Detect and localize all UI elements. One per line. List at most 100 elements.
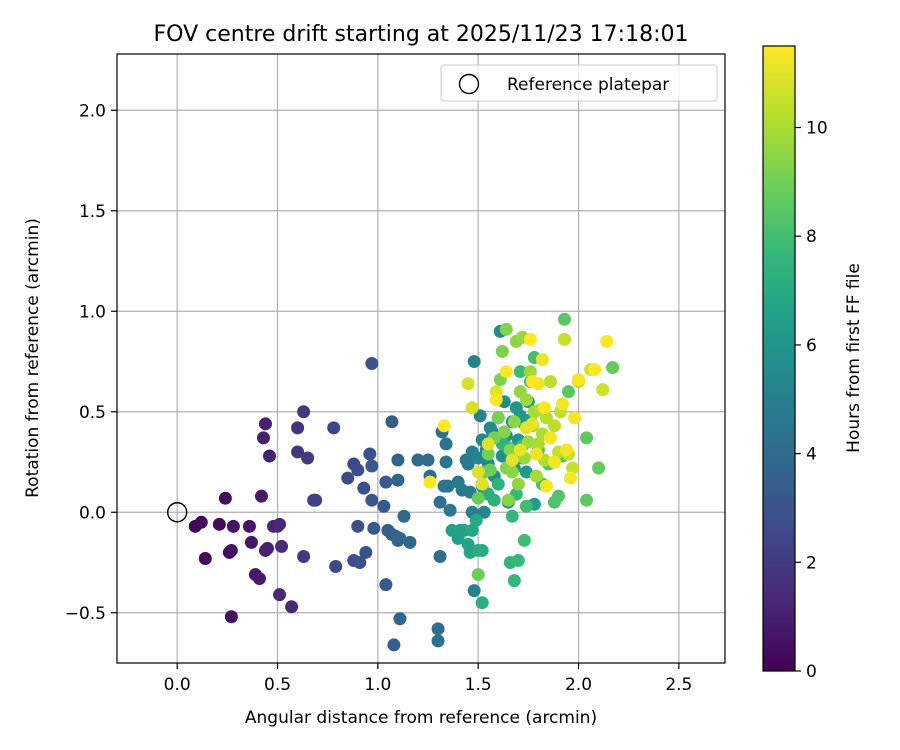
data-point <box>547 455 561 469</box>
reference-point <box>166 502 188 523</box>
plot-frame <box>116 53 726 664</box>
data-point <box>507 574 521 588</box>
data-point <box>198 551 212 565</box>
data-point <box>421 453 435 467</box>
data-point <box>511 477 525 491</box>
data-point <box>365 357 379 371</box>
data-point <box>433 495 447 509</box>
data-point <box>379 475 393 489</box>
data-point <box>411 453 425 467</box>
data-point <box>258 417 272 431</box>
data-point <box>519 499 533 513</box>
x-tick-label: 2.0 <box>565 675 592 695</box>
data-point <box>461 457 475 471</box>
data-point <box>437 419 451 433</box>
data-point <box>491 477 505 491</box>
y-axis-label: Rotation from reference (arcmin) <box>23 218 43 498</box>
data-point <box>443 503 457 517</box>
data-point <box>543 375 557 389</box>
data-point <box>606 361 620 375</box>
data-point <box>499 322 513 336</box>
data-point <box>521 435 535 449</box>
data-point <box>367 521 381 535</box>
data-point <box>431 622 445 636</box>
data-point <box>519 465 533 479</box>
data-point <box>503 443 517 457</box>
data-point <box>505 453 519 467</box>
colorbar-label: Hours from first FF file <box>844 263 864 453</box>
data-point <box>588 363 602 377</box>
colorbar-tick-label: 0 <box>806 662 817 682</box>
data-point <box>297 405 311 419</box>
data-point <box>481 437 495 451</box>
data-point <box>529 469 543 483</box>
data-point <box>475 543 489 557</box>
data-point <box>580 431 594 445</box>
colorbar-frame <box>762 45 796 672</box>
data-point <box>379 578 393 592</box>
data-point <box>285 600 299 614</box>
data-point <box>467 355 481 369</box>
chart-title: FOV centre drift starting at 2025/11/23 … <box>154 22 689 47</box>
colorbar-tick-label: 8 <box>806 227 817 247</box>
legend-box <box>440 64 718 102</box>
data-point <box>341 471 355 485</box>
data-point <box>531 437 545 451</box>
y-tick-label: 0.0 <box>79 503 106 523</box>
data-point <box>224 543 238 557</box>
data-point <box>351 463 365 477</box>
x-axis-ticks: 0.0 0.5 1.0 1.5 2.0 2.5 <box>164 663 692 695</box>
data-point <box>537 401 551 415</box>
data-point <box>377 499 391 513</box>
data-point <box>471 465 485 479</box>
data-point <box>507 415 521 429</box>
data-point <box>365 493 379 507</box>
data-point <box>256 431 270 445</box>
legend-label: Reference platepar <box>507 75 669 95</box>
data-point <box>559 443 573 457</box>
data-point <box>393 531 407 545</box>
grid <box>117 54 725 663</box>
data-point <box>297 549 311 563</box>
legend: Reference platepar <box>440 64 718 102</box>
data-point <box>568 411 582 425</box>
data-point <box>327 421 341 435</box>
data-point <box>592 461 606 475</box>
data-point <box>363 447 377 461</box>
x-tick-label: 0.5 <box>264 675 291 695</box>
x-tick-label: 2.5 <box>665 675 692 695</box>
data-point <box>357 481 371 495</box>
data-point <box>473 409 487 423</box>
data-point <box>441 479 455 493</box>
data-point <box>465 523 479 537</box>
data-point <box>600 334 614 348</box>
y-tick-label: −0.5 <box>65 604 106 624</box>
data-point <box>244 535 258 549</box>
data-point <box>329 560 343 574</box>
data-points <box>188 312 620 652</box>
data-point <box>387 638 401 652</box>
data-point <box>467 584 481 598</box>
x-tick-label: 0.0 <box>164 675 191 695</box>
data-point <box>439 437 453 451</box>
data-point <box>397 509 411 523</box>
data-point <box>497 425 511 439</box>
x-axis-label: Angular distance from reference (arcmin) <box>245 708 597 728</box>
data-point <box>563 471 577 485</box>
data-point <box>501 493 515 507</box>
data-point <box>565 461 579 475</box>
data-point <box>224 610 238 624</box>
data-point <box>351 519 365 533</box>
data-point <box>491 411 505 425</box>
data-point <box>505 465 519 479</box>
data-point <box>513 443 527 457</box>
data-point <box>439 455 453 469</box>
data-point <box>365 459 379 473</box>
data-point <box>403 535 417 549</box>
data-point <box>517 533 531 547</box>
data-point <box>391 473 405 487</box>
data-point <box>519 393 533 407</box>
data-point <box>433 549 447 563</box>
reference-layer <box>166 502 188 523</box>
